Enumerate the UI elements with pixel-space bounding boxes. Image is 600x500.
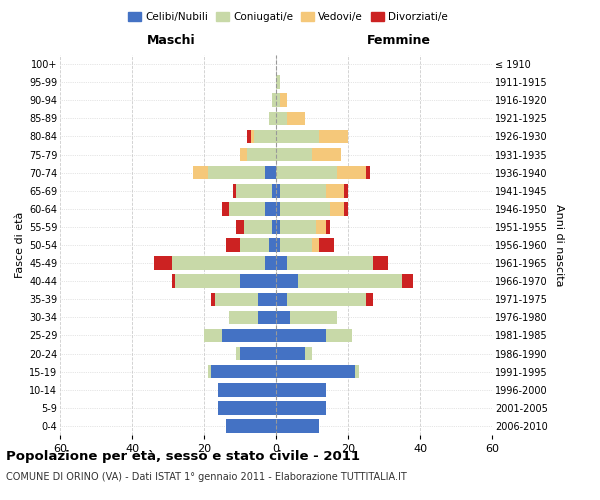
Bar — [254, 130, 276, 143]
Bar — [276, 130, 319, 143]
Text: Popolazione per età, sesso e stato civile - 2011: Popolazione per età, sesso e stato civil… — [6, 450, 360, 463]
Bar — [236, 184, 272, 198]
Bar — [287, 292, 366, 306]
Bar — [276, 94, 280, 107]
Bar — [366, 166, 370, 179]
Bar — [276, 401, 326, 414]
Bar — [344, 184, 348, 198]
Y-axis label: Anni di nascita: Anni di nascita — [554, 204, 565, 286]
Bar — [269, 112, 276, 125]
Bar — [276, 328, 326, 342]
Bar — [265, 256, 276, 270]
Bar — [218, 383, 276, 396]
Bar — [305, 347, 312, 360]
Bar — [233, 184, 236, 198]
Bar — [326, 328, 352, 342]
Bar — [276, 220, 280, 234]
Bar — [229, 310, 258, 324]
Bar — [316, 220, 326, 234]
Bar — [276, 347, 305, 360]
Bar — [244, 220, 272, 234]
Bar — [337, 166, 366, 179]
Bar — [276, 112, 287, 125]
Bar — [229, 202, 265, 215]
Bar — [287, 112, 305, 125]
Bar — [258, 310, 276, 324]
Bar — [276, 419, 319, 432]
Bar — [258, 292, 276, 306]
Bar — [276, 148, 312, 162]
Bar — [265, 202, 276, 215]
Bar — [280, 184, 326, 198]
Bar — [208, 166, 265, 179]
Bar — [222, 328, 276, 342]
Bar — [402, 274, 413, 288]
Bar — [366, 292, 373, 306]
Bar — [326, 220, 330, 234]
Bar — [272, 220, 276, 234]
Bar — [344, 202, 348, 215]
Bar — [276, 383, 326, 396]
Bar — [290, 310, 337, 324]
Bar — [280, 202, 330, 215]
Bar — [236, 347, 240, 360]
Bar — [215, 292, 258, 306]
Bar — [276, 292, 287, 306]
Bar — [193, 166, 208, 179]
Bar — [312, 238, 319, 252]
Bar — [236, 220, 244, 234]
Bar — [276, 184, 280, 198]
Bar — [298, 274, 402, 288]
Bar — [240, 274, 276, 288]
Bar — [276, 365, 355, 378]
Legend: Celibi/Nubili, Coniugati/e, Vedovi/e, Divorziati/e: Celibi/Nubili, Coniugati/e, Vedovi/e, Di… — [124, 8, 452, 26]
Bar — [247, 130, 251, 143]
Bar — [326, 184, 344, 198]
Bar — [208, 365, 211, 378]
Bar — [319, 238, 334, 252]
Bar — [276, 202, 280, 215]
Bar — [154, 256, 172, 270]
Bar — [276, 238, 280, 252]
Bar — [276, 310, 290, 324]
Bar — [175, 274, 240, 288]
Bar — [319, 130, 348, 143]
Bar — [280, 94, 287, 107]
Bar — [172, 256, 265, 270]
Bar — [226, 419, 276, 432]
Bar — [218, 401, 276, 414]
Bar — [280, 238, 312, 252]
Bar — [276, 166, 337, 179]
Bar — [211, 365, 276, 378]
Bar — [226, 238, 240, 252]
Text: Maschi: Maschi — [146, 34, 196, 48]
Bar — [240, 148, 247, 162]
Bar — [240, 238, 269, 252]
Bar — [355, 365, 359, 378]
Bar — [247, 148, 276, 162]
Bar — [251, 130, 254, 143]
Bar — [276, 274, 298, 288]
Bar — [287, 256, 373, 270]
Bar — [272, 184, 276, 198]
Y-axis label: Fasce di età: Fasce di età — [14, 212, 25, 278]
Bar — [330, 202, 344, 215]
Bar — [240, 347, 276, 360]
Bar — [222, 202, 229, 215]
Bar — [204, 328, 222, 342]
Bar — [280, 220, 316, 234]
Text: Femmine: Femmine — [367, 34, 431, 48]
Text: COMUNE DI ORINO (VA) - Dati ISTAT 1° gennaio 2011 - Elaborazione TUTTITALIA.IT: COMUNE DI ORINO (VA) - Dati ISTAT 1° gen… — [6, 472, 407, 482]
Bar — [276, 256, 287, 270]
Bar — [272, 94, 276, 107]
Bar — [312, 148, 341, 162]
Bar — [269, 238, 276, 252]
Bar — [373, 256, 388, 270]
Bar — [276, 76, 280, 89]
Bar — [211, 292, 215, 306]
Bar — [265, 166, 276, 179]
Bar — [172, 274, 175, 288]
